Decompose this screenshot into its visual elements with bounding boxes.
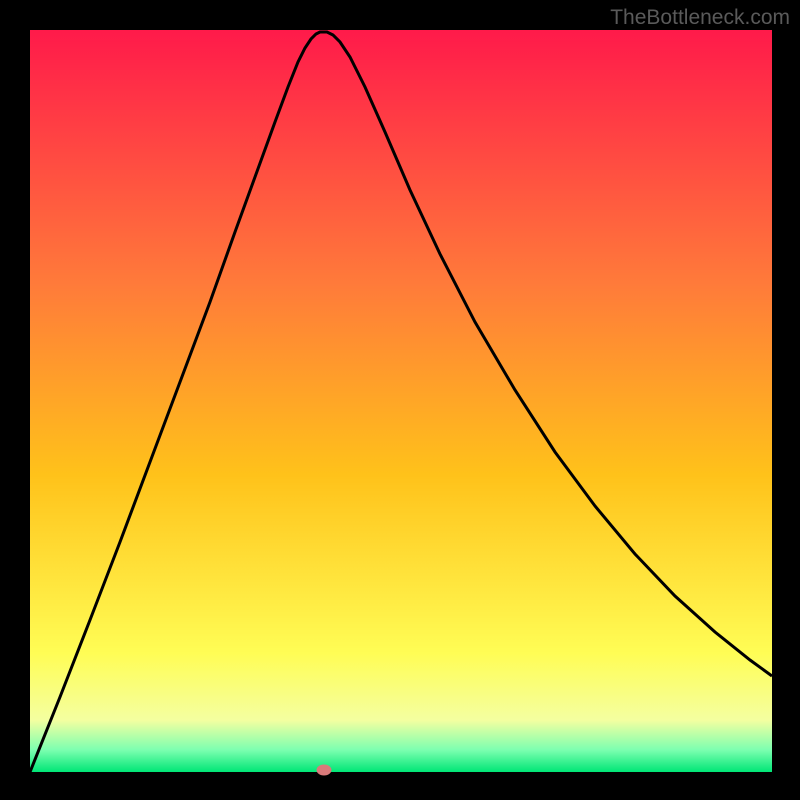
plot-area: [30, 30, 772, 772]
curve-path: [30, 32, 772, 772]
bottleneck-curve: [30, 30, 772, 772]
bottleneck-marker: [316, 764, 331, 775]
watermark: TheBottleneck.com: [610, 6, 790, 30]
